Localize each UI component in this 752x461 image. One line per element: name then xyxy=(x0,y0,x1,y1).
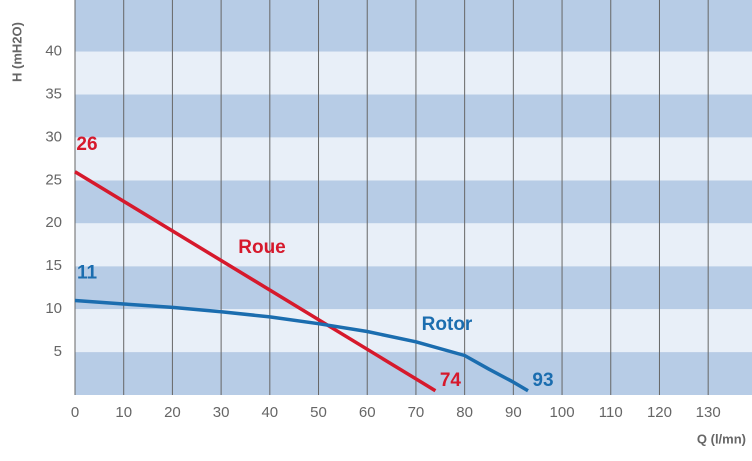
page: Q (l/mn) H (mH2O) 5 10 15 20 25 30 35 40 0 10 20 30… xyxy=(0,0,752,461)
band xyxy=(75,94,752,137)
band xyxy=(75,52,752,95)
band xyxy=(75,0,752,52)
annotation: Roue xyxy=(238,237,286,258)
x-tick-label: 30 xyxy=(213,404,230,421)
band xyxy=(75,309,752,352)
annotation: 11 xyxy=(77,263,98,284)
annotation: 74 xyxy=(440,370,462,391)
x-tick-label: 70 xyxy=(408,404,425,421)
y-tick-label: 15 xyxy=(45,257,62,274)
chart: Q (l/mn) H (mH2O) 5 10 15 20 25 30 35 40 0 10 20 30… xyxy=(0,0,752,456)
x-tick-label: 90 xyxy=(505,404,522,421)
y-tick-label: 5 xyxy=(54,343,62,360)
y-tick-label: 10 xyxy=(45,300,62,317)
x-tick-label: 100 xyxy=(550,404,575,421)
y-tick-label: 20 xyxy=(45,214,62,231)
y-tick-label: 30 xyxy=(45,128,62,145)
y-tick-label: 35 xyxy=(45,85,62,102)
x-tick-label: 40 xyxy=(261,404,278,421)
x-tick-label: 50 xyxy=(310,404,327,421)
band xyxy=(75,180,752,223)
x-tick-label: 130 xyxy=(696,404,721,421)
band xyxy=(75,223,752,266)
y-tick-label: 25 xyxy=(45,171,62,188)
x-tick-label: 0 xyxy=(71,404,79,421)
x-tick-label: 20 xyxy=(164,404,181,421)
band xyxy=(75,352,752,395)
x-tick-label: 10 xyxy=(115,404,132,421)
x-tick-label: 80 xyxy=(456,404,473,421)
annotation: Rotor xyxy=(422,314,473,335)
annotation: 93 xyxy=(532,370,553,391)
band xyxy=(75,266,752,309)
annotation: 26 xyxy=(76,134,97,155)
x-tick-label: 60 xyxy=(359,404,376,421)
band xyxy=(75,137,752,180)
x-tick-label: 110 xyxy=(599,404,623,421)
x-axis-title: Q (l/mn) xyxy=(697,431,746,446)
y-axis-title: H (mH2O) xyxy=(9,22,24,82)
x-tick-label: 120 xyxy=(647,404,672,421)
y-tick-label: 40 xyxy=(45,42,62,59)
